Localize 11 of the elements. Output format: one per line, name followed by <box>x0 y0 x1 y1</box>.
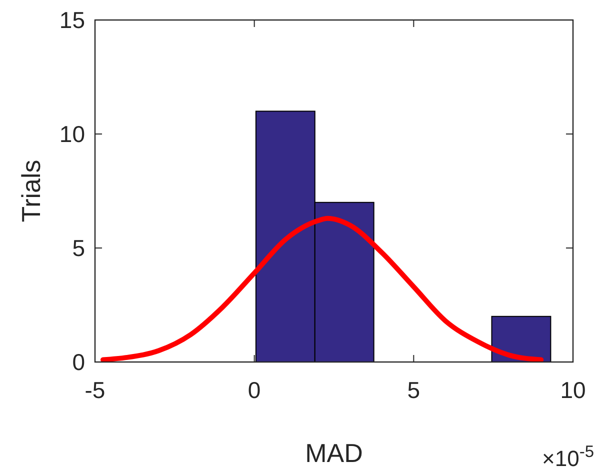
y-tick-label: 10 <box>59 121 85 148</box>
y-tick-label: 0 <box>72 349 85 376</box>
y-axis-title: Trials <box>16 160 46 222</box>
x-tick-label: 0 <box>248 377 261 403</box>
y-tick-label: 5 <box>72 235 85 262</box>
x-tick-label: -5 <box>84 377 106 403</box>
x-tick-label: 10 <box>560 377 586 403</box>
x-axis-title: MAD <box>305 438 363 468</box>
x-tick-label: 5 <box>407 377 420 403</box>
y-tick-label: 15 <box>59 7 85 34</box>
text: ×10$^{-5}$ <box>542 443 594 471</box>
